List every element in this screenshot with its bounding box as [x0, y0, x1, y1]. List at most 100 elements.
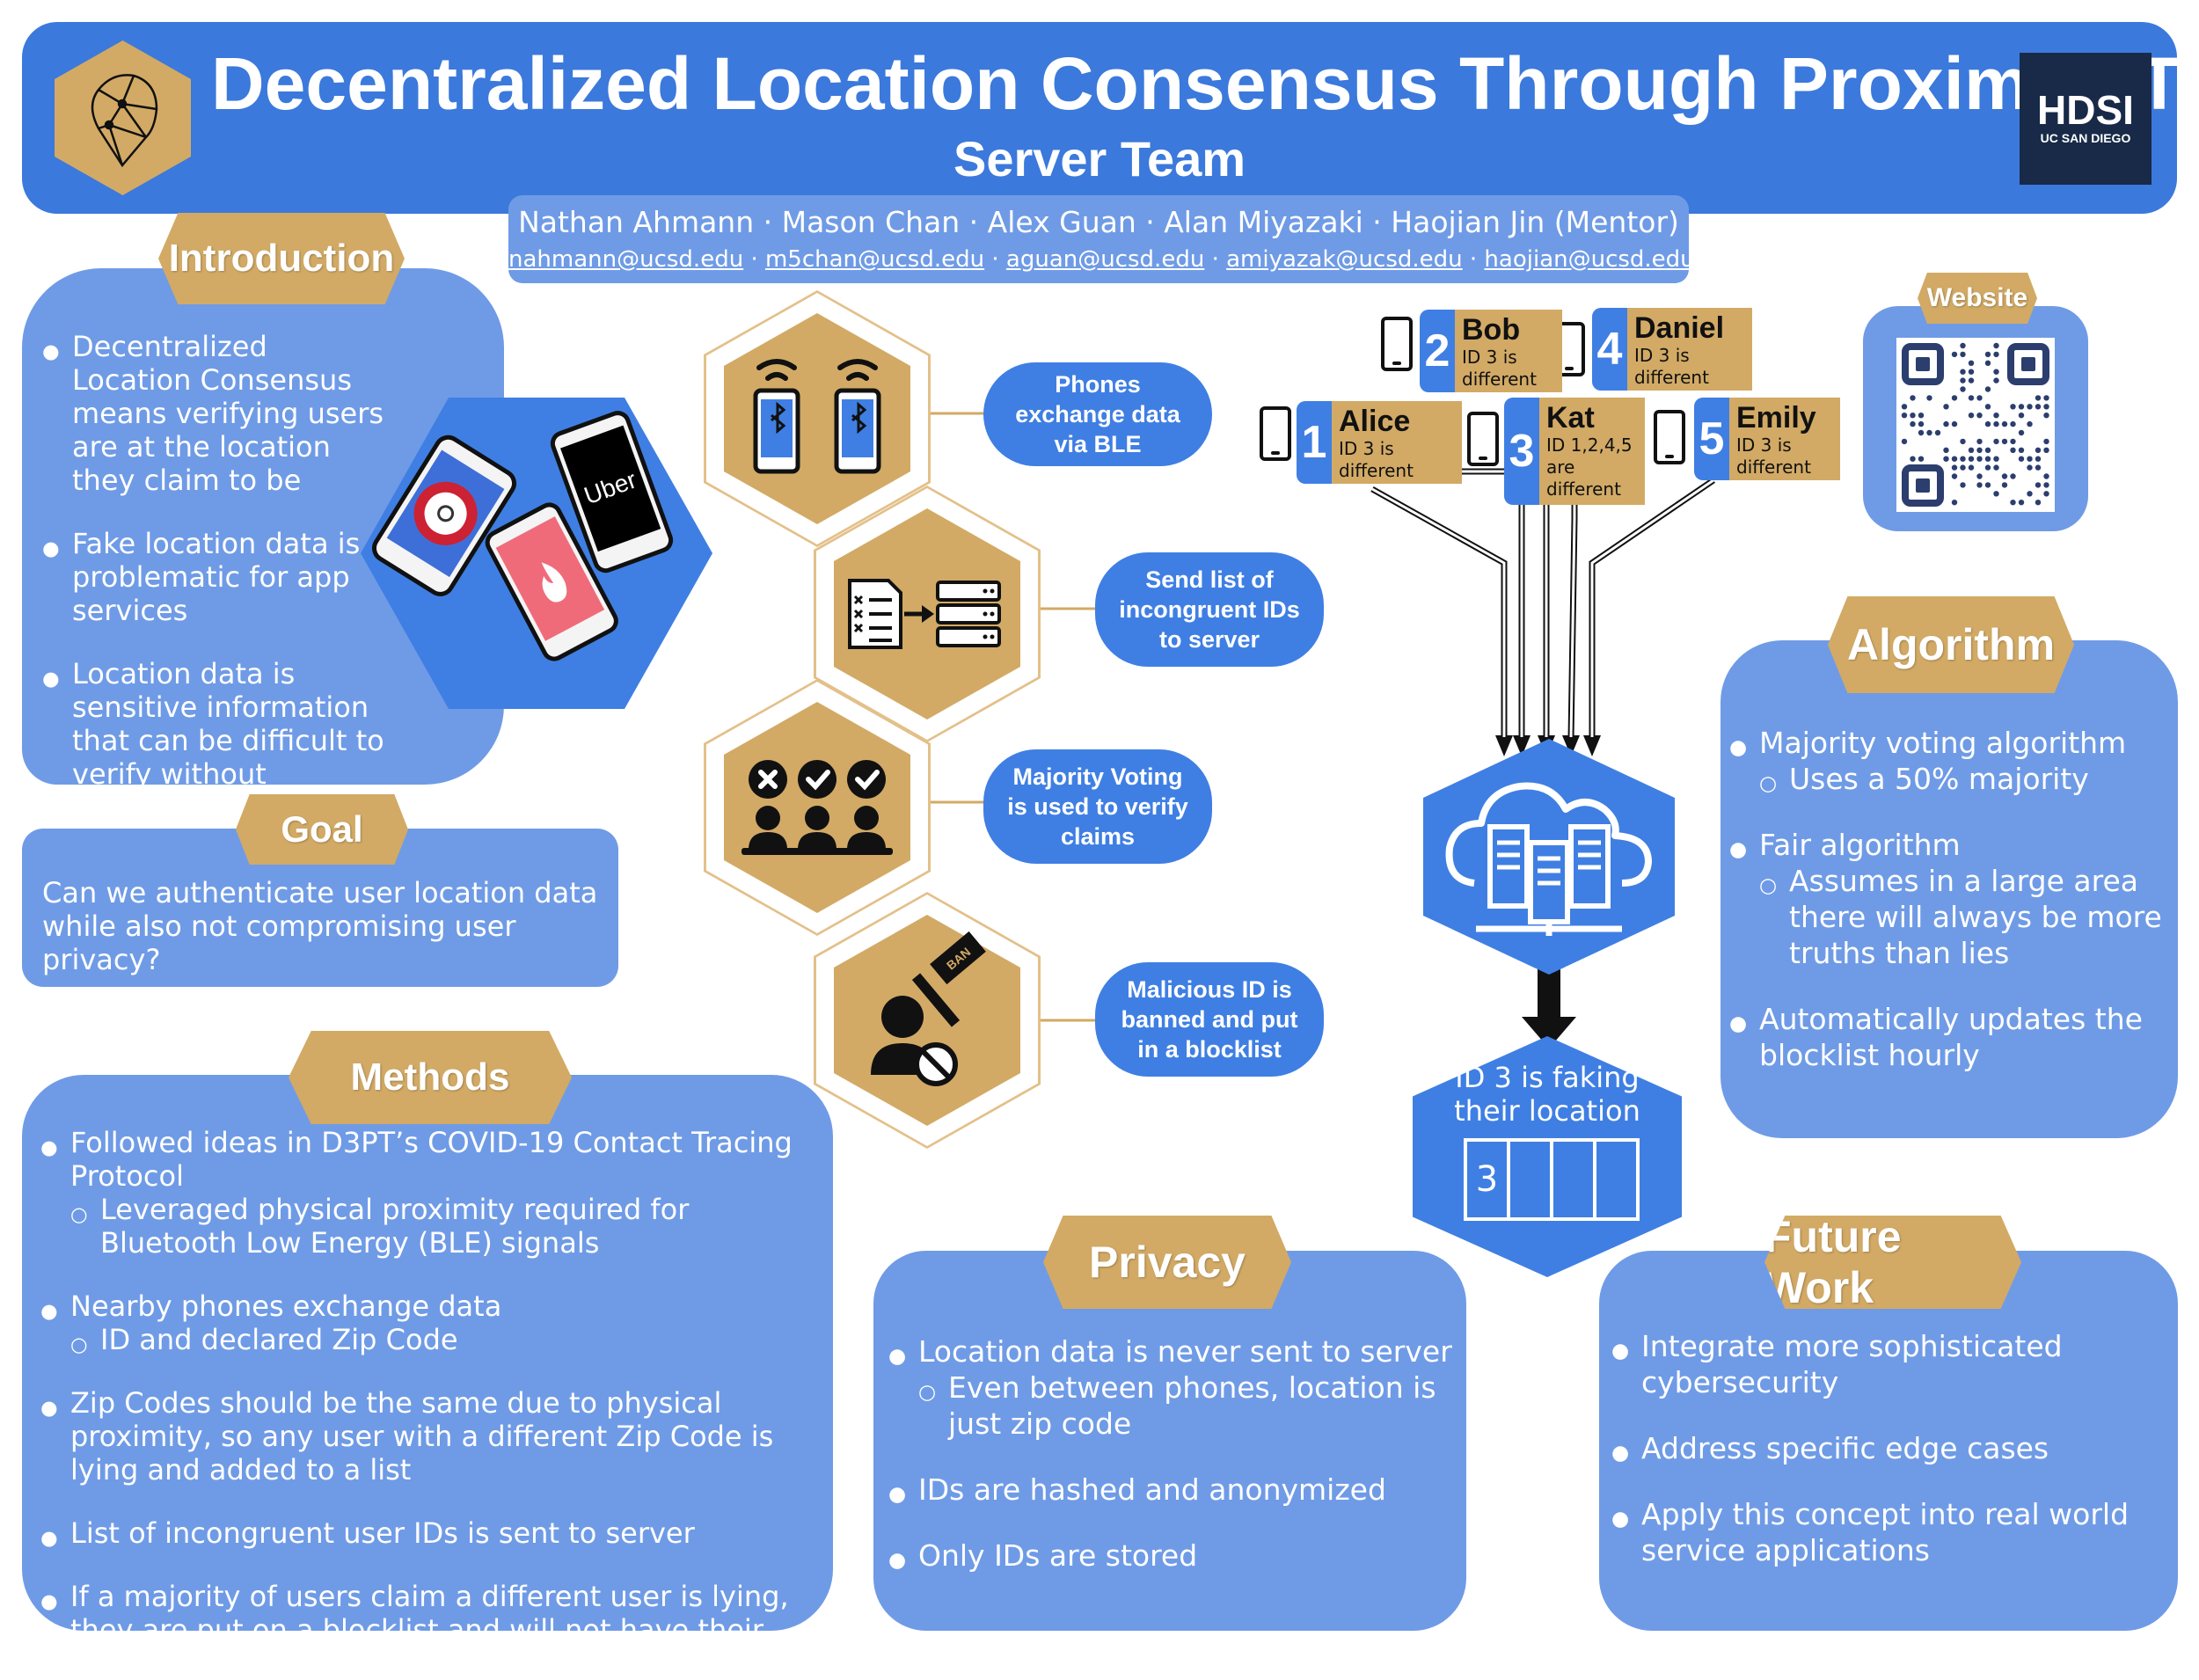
email-link-m5chan[interactable]: m5chan@ucsd.edu — [764, 246, 985, 273]
qr-module — [1910, 456, 1916, 462]
qr-module — [1976, 413, 1983, 419]
user-card-emily: 5 Emily ID 3 is different — [1694, 398, 1840, 480]
qr-module — [1968, 464, 1975, 471]
qr-module — [2043, 438, 2049, 445]
user-number: 4 — [1592, 308, 1627, 391]
qr-module — [1918, 413, 1925, 419]
qr-module — [2027, 491, 2033, 497]
author-emails: nahmann@ucsd.edu · m5chan@ucsd.edu · agu… — [508, 246, 1695, 273]
header-banner — [22, 22, 2177, 214]
methods-subbullet: ID and declared Zip Code — [40, 1323, 823, 1362]
qr-module — [1993, 491, 1999, 497]
goal-heading: Goal — [236, 794, 408, 865]
qr-module — [1993, 464, 1999, 471]
qr-module — [1984, 360, 1991, 366]
qr-module — [1918, 456, 1925, 462]
qr-module — [1968, 377, 1975, 383]
qr-module — [1976, 473, 1983, 479]
qr-module — [1976, 482, 1983, 488]
email-link-nahmann[interactable]: nahmann@ucsd.edu — [508, 246, 744, 273]
qr-module — [1910, 420, 1916, 427]
privacy-bullet: Location data is never sent to server — [888, 1333, 1460, 1375]
step-4-label: Malicious ID is banned and put in a bloc… — [1095, 962, 1324, 1077]
qr-module — [1934, 429, 1941, 436]
qr-module — [2035, 456, 2042, 462]
privacy-heading: Privacy — [1043, 1216, 1291, 1309]
qr-module — [2010, 473, 2016, 479]
introduction-heading: Introduction — [158, 213, 405, 304]
qr-module — [1984, 464, 1991, 471]
user-card-bob: 2 Bob ID 3 is different — [1420, 310, 1562, 392]
step-3-label: Majority Voting is used to verify claims — [983, 749, 1212, 864]
qr-module — [1951, 473, 1958, 479]
user-name: Alice — [1339, 405, 1411, 438]
qr-module — [2043, 473, 2049, 479]
email-link-haojian[interactable]: haojian@ucsd.edu — [1484, 246, 1695, 273]
qr-module — [2035, 447, 2042, 453]
future-work-bullets: Integrate more sophisticated cybersecuri… — [1611, 1328, 2166, 1568]
user-statement: ID 3 is different — [1634, 345, 1709, 388]
qr-module — [2043, 395, 2049, 401]
blocklist-cell — [1553, 1142, 1596, 1217]
hdsi-logo-text: HDSI — [2037, 87, 2134, 133]
future-work-bullet: Apply this concept into real world servi… — [1611, 1496, 2166, 1568]
qr-module — [2010, 438, 2016, 445]
qr-module — [1951, 351, 1958, 358]
algorithm-bullet: Automatically updates the blocklist hour… — [1729, 1001, 2169, 1073]
phone-icon-alice — [1260, 406, 1291, 461]
user-card-alice: 1 Alice ID 3 is different — [1297, 401, 1462, 484]
user-name: Emily — [1736, 401, 1816, 435]
algorithm-bullet: Fair algorithm — [1729, 827, 2169, 868]
qr-module — [1960, 342, 1966, 349]
qr-module — [1960, 377, 1966, 383]
qr-module — [1993, 351, 1999, 358]
qr-module — [1951, 464, 1958, 471]
future-work-bullet: Integrate more sophisticated cybersecuri… — [1611, 1328, 2166, 1400]
qr-module — [1910, 413, 1916, 419]
qr-module — [2043, 404, 2049, 410]
algorithm-bullet: Majority voting algorithm — [1729, 725, 2169, 766]
methods-bullet: Followed ideas in D3PT’s COVID-19 Contac… — [40, 1126, 823, 1193]
qr-module — [2010, 447, 2016, 453]
qr-module — [2010, 500, 2016, 506]
email-link-aguan[interactable]: aguan@ucsd.edu — [1005, 246, 1205, 273]
pokemon-phone-icon — [372, 435, 517, 596]
qr-module — [1901, 404, 1908, 410]
email-link-amiyazak[interactable]: amiyazak@ucsd.edu — [1226, 246, 1463, 273]
qr-module — [1910, 395, 1916, 401]
user-statement: ID 3 is different — [1736, 435, 1811, 478]
privacy-subbullet: Even between phones, location is just zi… — [888, 1370, 1460, 1442]
user-name: Kat — [1546, 401, 1595, 435]
qr-module — [1960, 386, 1966, 392]
algorithm-bullets: Majority voting algorithm Uses a 50% maj… — [1729, 725, 2169, 1073]
qr-module — [1993, 377, 1999, 383]
qr-module — [1968, 360, 1975, 366]
qr-module — [2043, 491, 2049, 497]
methods-heading: Methods — [289, 1031, 572, 1124]
qr-module — [2018, 404, 2025, 410]
qr-module — [1968, 369, 1975, 375]
qr-module — [1968, 447, 1975, 453]
qr-module — [1984, 447, 1991, 453]
qr-module — [1960, 438, 1966, 445]
intro-bullet: Decentralized Location Consensus means v… — [42, 330, 394, 497]
qr-module — [2027, 464, 2033, 471]
cloud-server-icon — [1445, 782, 1652, 936]
user-number: 2 — [1420, 310, 1455, 392]
website-qr-code[interactable] — [1896, 338, 2055, 512]
qr-module — [2035, 500, 2042, 506]
qr-module — [1993, 413, 1999, 419]
future-work-bullet: Address specific edge cases — [1611, 1430, 2166, 1472]
tinder-phone-icon — [485, 502, 618, 661]
qr-module — [2018, 447, 2025, 453]
qr-module — [2035, 395, 2042, 401]
qr-module — [1926, 429, 1932, 436]
qr-module — [1976, 456, 1983, 462]
qr-module — [1984, 404, 1991, 410]
bluetooth-phones-icon — [753, 359, 881, 474]
qr-module — [1968, 395, 1975, 401]
location-pin-icon — [91, 74, 158, 168]
qr-module — [1943, 420, 1949, 427]
qr-module — [1984, 456, 1991, 462]
phone-icon-bob — [1381, 317, 1413, 371]
